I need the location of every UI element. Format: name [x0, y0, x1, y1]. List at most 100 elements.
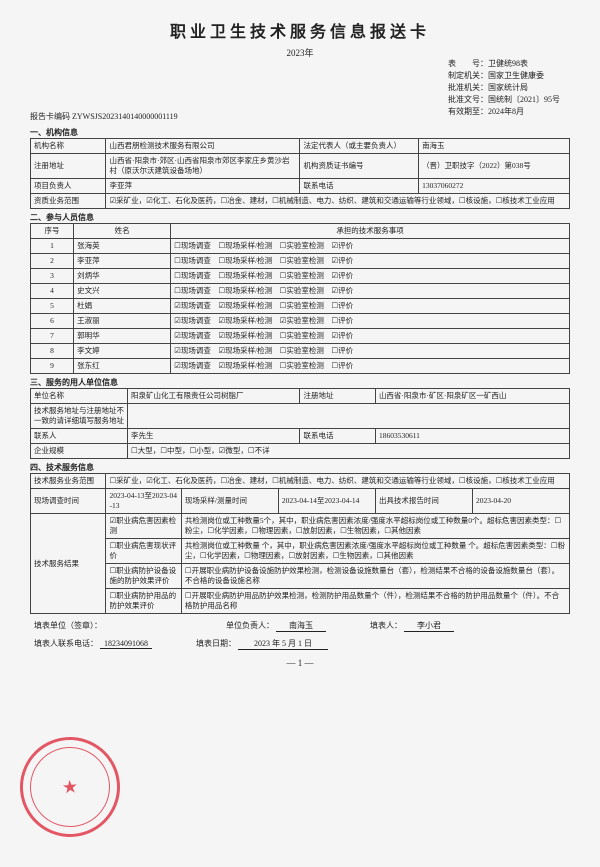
value: （晋）卫职技字（2022）第038号 — [419, 154, 570, 179]
cell: ☐现场调查 ☐现场采样/检测 ☐实验室检测 ☑评价 — [171, 284, 570, 299]
label: 填表日期： — [196, 639, 236, 648]
cell: 刘炳华 — [74, 269, 171, 284]
cell: 4 — [31, 284, 74, 299]
cell: 2 — [31, 254, 74, 269]
cell: 8 — [31, 344, 74, 359]
value: ☐采矿业，☑化工、石化及医药，☐冶金、建材，☐机械制造、电力、纺织、建筑和交通运… — [106, 474, 570, 489]
cell: 9 — [31, 359, 74, 374]
service-table: 技术服务业务范围 ☐采矿业，☑化工、石化及医药，☐冶金、建材，☐机械制造、电力、… — [30, 473, 570, 614]
sublabel: ☐职业病防护设备设施的防护效果评价 — [106, 564, 181, 589]
cell: ☑现场调查 ☑现场采样/检测 ☐实验室检测 ☑评价 — [171, 329, 570, 344]
cell: ☑现场调查 ☑现场采样/检测 ☐实验室检测 ☐评价 — [171, 344, 570, 359]
value: 山西省·阳泉市·郊区·山西省阳泉市郊区李家庄乡黄沙岩村（原沃尔沃建筑设备场地） — [106, 154, 300, 179]
cell: 郭明华 — [74, 329, 171, 344]
cell: ☐现场调查 ☐现场采样/检测 ☐实验室检测 ☑评价 — [171, 254, 570, 269]
meta-line: 制定机关：国家卫生健康委 — [448, 70, 560, 82]
value: 南海玉 — [419, 139, 570, 154]
cell: 7 — [31, 329, 74, 344]
people-table: 序号 姓名 承担的技术服务事项 1张海英☐现场调查 ☐现场采样/检测 ☐实验室检… — [30, 223, 570, 374]
cell: 张海英 — [74, 239, 171, 254]
value: 阳泉矿山化工有限责任公司树脂厂 — [128, 389, 300, 404]
label: 填表人： — [370, 621, 402, 630]
official-seal-icon — [16, 733, 124, 841]
value: 共检测岗位或工种数量5个，其中，职业病危害因素浓度/强度水平超标岗位或工种数量0… — [181, 514, 569, 539]
meta-line: 批准文号：国统制〔2021〕95号 — [448, 94, 560, 106]
sublabel: ☐职业病防护用品的防护效果评价 — [106, 589, 181, 614]
label: 单位负责人： — [226, 621, 274, 630]
label: 现场调查时间 — [31, 489, 106, 514]
cell: 李亚萍 — [74, 254, 171, 269]
value: 共检测岗位或工种数量 个，其中，职业病危害因素浓度/强度水平超标岗位或工种数量 … — [181, 539, 569, 564]
footer-row-2: 填表人联系电话： 18234091068 填表日期： 2023 年 5 月 1 … — [30, 638, 570, 650]
value: 2023-04-20 — [472, 489, 569, 514]
cell: ☑现场调查 ☑现场采样/检测 ☐实验室检测 ☐评价 — [171, 299, 570, 314]
label: 单位名称 — [31, 389, 128, 404]
label: 机构资质证书编号 — [300, 154, 419, 179]
label: 出具技术报告时间 — [375, 489, 472, 514]
employer-table: 单位名称 阳泉矿山化工有限责任公司树脂厂 注册地址 山西省·阳泉市·矿区·阳泉矿… — [30, 388, 570, 459]
label: 注册地址 — [31, 154, 106, 179]
cell: 张东红 — [74, 359, 171, 374]
section-2-header: 二、参与人员信息 — [30, 209, 570, 223]
value: 李亚萍 — [106, 179, 300, 194]
cell: ☐现场调查 ☐现场采样/检测 ☐实验室检测 ☑评价 — [171, 269, 570, 284]
value: 李小君 — [404, 620, 454, 632]
cell: 3 — [31, 269, 74, 284]
value: 李先生 — [128, 429, 300, 444]
label: 联系人 — [31, 429, 128, 444]
label: 企业规模 — [31, 444, 128, 459]
label: 填表单位（签章）： — [34, 621, 102, 630]
label: 现场采样/测量时间 — [181, 489, 278, 514]
cell: 王淑丽 — [74, 314, 171, 329]
doc-title: 职业卫生技术服务信息报送卡 — [30, 18, 570, 42]
cell: ☐现场调查 ☐现场采样/检测 ☐实验室检测 ☑评价 — [171, 239, 570, 254]
meta-line: 批准机关：国家统计局 — [448, 82, 560, 94]
label: 技术服务结果 — [31, 514, 106, 614]
value — [128, 404, 570, 429]
cell: 1 — [31, 239, 74, 254]
value: 2023 年 5 月 1 日 — [238, 638, 328, 650]
label: 注册地址 — [300, 389, 375, 404]
value: 南海玉 — [276, 620, 326, 632]
sublabel: ☐职业病危害现状评价 — [106, 539, 181, 564]
section-1-header: 一、机构信息 — [30, 124, 570, 138]
value: 山西省·阳泉市·矿区·阳泉矿区一矿西山 — [375, 389, 569, 404]
value: ☑采矿业，☑化工、石化及医药，☐冶金、建材，☐机械制造、电力、纺织、建筑和交通运… — [106, 194, 570, 209]
label: 法定代表人（或主要负责人） — [300, 139, 419, 154]
value: 2023-04-14至2023-04-14 — [278, 489, 375, 514]
label: 联系电话 — [300, 429, 375, 444]
label: 项目负责人 — [31, 179, 106, 194]
meta-line: 有效期至：2024年8月 — [448, 106, 560, 118]
label: 技术服务地址与注册地址不一致的请详细填写服务地址 — [31, 404, 128, 429]
section-3-header: 三、服务的用人单位信息 — [30, 374, 570, 388]
label: 技术服务业务范围 — [31, 474, 106, 489]
section-4-header: 四、技术服务信息 — [30, 459, 570, 473]
form-meta: 表 号：卫健统98表 制定机关：国家卫生健康委 批准机关：国家统计局 批准文号：… — [448, 58, 560, 118]
cell: ☑现场调查 ☑现场采样/检测 ☑实验室检测 ☐评价 — [171, 314, 570, 329]
value: 山西君朋检测技术服务有限公司 — [106, 139, 300, 154]
value: 2023-04-13至2023-04-13 — [106, 489, 181, 514]
label: 联系电话 — [300, 179, 419, 194]
org-table: 机构名称 山西君朋检测技术服务有限公司 法定代表人（或主要负责人） 南海玉 注册… — [30, 138, 570, 209]
col-header: 承担的技术服务事项 — [171, 224, 570, 239]
label: 机构名称 — [31, 139, 106, 154]
value: 18603530611 — [375, 429, 569, 444]
cell: 杜娟 — [74, 299, 171, 314]
cell: 李文婷 — [74, 344, 171, 359]
cell: 史文兴 — [74, 284, 171, 299]
cell: 5 — [31, 299, 74, 314]
label: 填表人联系电话： — [34, 639, 98, 648]
page-number: — 1 — — [30, 658, 570, 668]
value: ☐开展职业病防护设备设施防护效果检测，检测设备设施数量台（套），检测结果不合格的… — [181, 564, 569, 589]
value: ☐开展职业病防护用品防护效果检测，检测防护用品数量个（件），检测结果不合格的防护… — [181, 589, 569, 614]
value: 18234091068 — [100, 639, 152, 649]
value: ☐大型，☐中型，☐小型，☑微型，☐不详 — [128, 444, 570, 459]
meta-line: 表 号：卫健统98表 — [448, 58, 560, 70]
col-header: 序号 — [31, 224, 74, 239]
col-header: 姓名 — [74, 224, 171, 239]
cell: 6 — [31, 314, 74, 329]
footer-row-1: 填表单位（签章）： 单位负责人： 南海玉 填表人： 李小君 — [30, 620, 570, 632]
cell: ☑现场调查 ☑现场采样/检测 ☐实验室检测 ☐评价 — [171, 359, 570, 374]
sublabel: ☑职业病危害因素检测 — [106, 514, 181, 539]
value: 13037060272 — [419, 179, 570, 194]
